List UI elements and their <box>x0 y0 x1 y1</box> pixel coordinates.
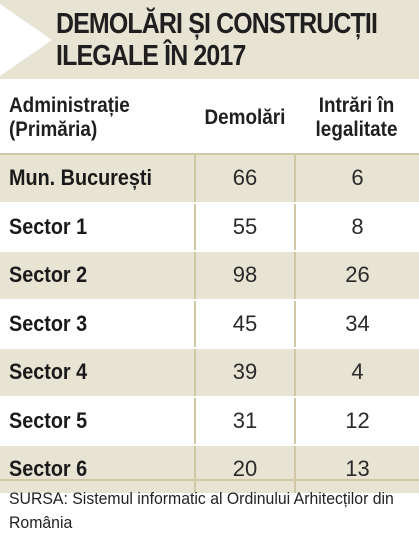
row-name: Sector 1 <box>0 202 195 252</box>
row-legalized: 4 <box>294 348 419 398</box>
row-legalized: 12 <box>294 396 419 446</box>
table-row: Sector 4 39 4 <box>0 348 419 398</box>
header-legalized-line1: Intrări în <box>319 94 395 117</box>
row-demolitions: 20 <box>194 445 295 495</box>
row-legalized: 34 <box>294 299 419 349</box>
table-row: Sector 3 45 34 <box>0 299 419 349</box>
row-demolitions: 98 <box>194 251 295 301</box>
table-row: Mun. București 66 6 <box>0 154 419 204</box>
row-legalized: 13 <box>294 445 419 495</box>
header-demolitions: Demolări <box>195 83 295 155</box>
header-administration: Administrație (Primăria) <box>0 83 195 155</box>
header-demolitions-label: Demolări <box>204 106 286 129</box>
row-name: Sector 3 <box>0 299 195 349</box>
row-name: Mun. București <box>0 154 195 204</box>
row-legalized: 6 <box>294 154 419 204</box>
header-legalized: Intrări în legalitate <box>295 83 419 155</box>
table-row: Sector 2 98 26 <box>0 251 419 301</box>
table-row: Sector 1 55 8 <box>0 202 419 252</box>
title-line-1: DEMOLĂRI ȘI CONSTRUCȚII <box>56 8 378 40</box>
table-row: Sector 5 31 12 <box>0 396 419 446</box>
row-legalized: 26 <box>294 251 419 301</box>
header-administration-line2: (Primăria) <box>9 118 98 141</box>
row-name: Sector 2 <box>0 251 195 301</box>
source-note: SURSA: Sistemul informatic al Ordinului … <box>0 479 419 550</box>
infographic-title: DEMOLĂRI ȘI CONSTRUCȚII ILEGALE ÎN 2017 <box>56 8 378 72</box>
row-demolitions: 66 <box>194 154 295 204</box>
row-demolitions: 31 <box>194 396 295 446</box>
row-demolitions: 45 <box>194 299 295 349</box>
row-name: Sector 4 <box>0 348 195 398</box>
row-demolitions: 55 <box>194 202 295 252</box>
table-row: Sector 6 20 13 <box>0 445 419 495</box>
row-demolitions: 39 <box>194 348 295 398</box>
header-administration-line1: Administrație <box>9 94 130 117</box>
title-line-2: ILEGALE ÎN 2017 <box>56 40 246 72</box>
title-band <box>0 0 419 79</box>
row-name: Sector 6 <box>0 445 195 495</box>
header-legalized-line2: legalitate <box>316 118 398 141</box>
source-text: SURSA: Sistemul informatic al Ordinului … <box>9 489 394 532</box>
title-arrow-icon <box>0 4 52 76</box>
row-name: Sector 5 <box>0 396 195 446</box>
table-header-row: Administrație (Primăria) Demolări Intrăr… <box>0 83 419 155</box>
row-legalized: 8 <box>294 202 419 252</box>
demolitions-table: Administrație (Primăria) Demolări Intrăr… <box>0 83 419 495</box>
